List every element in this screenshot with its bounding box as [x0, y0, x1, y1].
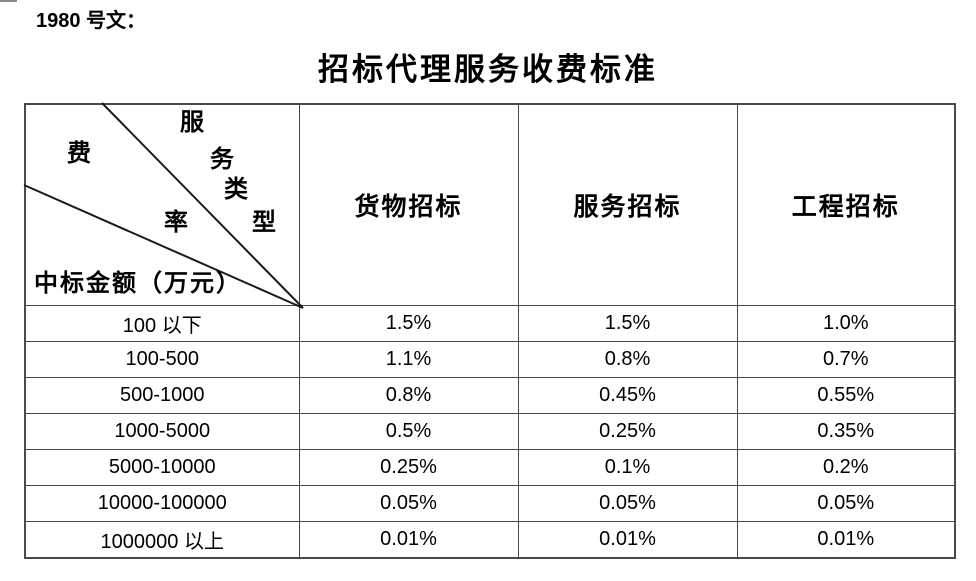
rate-cell-engineering: 0.35%: [736, 413, 956, 450]
page-edge-artifact: [0, 0, 17, 2]
page-title: 招标代理服务收费标准: [318, 52, 658, 87]
column-header-services: 服务招标: [517, 103, 738, 306]
rate-cell-goods: 1.1%: [298, 341, 519, 378]
fee-standard-table: 服 务 类 型 费 率 中标金额（万元） 货物招标 服务招标 工程招标 100 …: [23, 102, 956, 559]
amount-range-cell: 100-500: [24, 341, 300, 378]
fee-rate-char: 率: [164, 210, 188, 236]
diagonal-lines: [23, 102, 304, 309]
rate-cell-engineering: 0.05%: [736, 485, 956, 522]
table-row: 1000-5000 0.5% 0.25% 0.35%: [24, 413, 956, 450]
rate-cell-engineering: 0.55%: [736, 377, 956, 414]
amount-range-cell: 5000-10000: [24, 449, 300, 486]
fee-rate-char: 费: [67, 141, 91, 167]
table-row: 500-1000 0.8% 0.45% 0.55%: [24, 377, 956, 414]
table-header-row: 服 务 类 型 费 率 中标金额（万元） 货物招标 服务招标 工程招标: [23, 102, 956, 309]
amount-range-cell: 1000000 以上: [24, 521, 300, 559]
doc-ref: 1980 号文：: [36, 10, 147, 32]
amount-range-cell: 1000-5000: [24, 413, 300, 450]
rate-cell-goods: 1.5%: [298, 305, 519, 342]
diagonal-corner-cell: 服 务 类 型 费 率 中标金额（万元）: [23, 102, 304, 309]
amount-range-cell: 10000-100000: [24, 485, 300, 522]
amount-axis-label: 中标金额（万元）: [34, 271, 242, 297]
rate-cell-services: 0.45%: [517, 377, 738, 414]
table-row: 1000000 以上 0.01% 0.01% 0.01%: [24, 521, 956, 559]
rate-cell-services: 0.8%: [517, 341, 738, 378]
rate-cell-engineering: 0.2%: [736, 449, 956, 486]
amount-range-cell: 500-1000: [24, 377, 300, 414]
fee-table-body: 100 以下 1.5% 1.5% 1.0% 100-500 1.1% 0.8% 0.7% 500…: [24, 305, 956, 559]
rate-cell-goods: 0.25%: [298, 449, 519, 486]
column-header-engineering: 工程招标: [736, 103, 956, 306]
rate-cell-goods: 0.05%: [298, 485, 519, 522]
rate-cell-services: 1.5%: [517, 305, 738, 342]
rate-cell-engineering: 1.0%: [736, 305, 956, 342]
rate-cell-services: 0.01%: [517, 521, 738, 559]
rate-cell-engineering: 0.01%: [736, 521, 956, 559]
service-type-char: 服: [180, 110, 204, 136]
rate-cell-goods: 0.8%: [298, 377, 519, 414]
table-row: 100 以下 1.5% 1.5% 1.0%: [24, 305, 956, 342]
table-row: 5000-10000 0.25% 0.1% 0.2%: [24, 449, 956, 486]
rate-cell-services: 0.25%: [517, 413, 738, 450]
table-row: 100-500 1.1% 0.8% 0.7%: [24, 341, 956, 378]
rate-cell-services: 0.05%: [517, 485, 738, 522]
service-type-char: 类: [224, 177, 248, 203]
service-type-char: 型: [252, 210, 276, 236]
service-type-char: 务: [210, 147, 234, 173]
rate-cell-services: 0.1%: [517, 449, 738, 486]
amount-range-cell: 100 以下: [24, 305, 300, 342]
table-row: 10000-100000 0.05% 0.05% 0.05%: [24, 485, 956, 522]
rate-cell-engineering: 0.7%: [736, 341, 956, 378]
column-header-goods: 货物招标: [298, 103, 519, 306]
rate-cell-goods: 0.5%: [298, 413, 519, 450]
rate-cell-goods: 0.01%: [298, 521, 519, 559]
